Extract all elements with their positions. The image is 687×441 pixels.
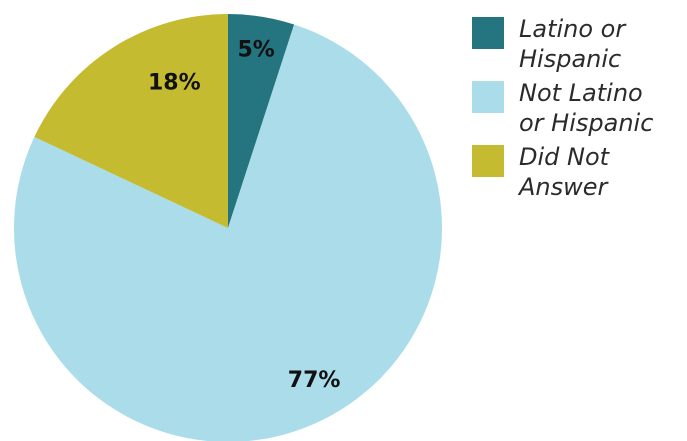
- legend-item-did-not-answer: Did Not Answer: [472, 142, 684, 202]
- legend-swatch-not-latino-or-hispanic: [472, 81, 504, 113]
- pie-label-latino-or-hispanic: 5%: [237, 37, 274, 62]
- legend-item-not-latino-or-hispanic: Not Latino or Hispanic: [472, 78, 684, 138]
- pie-label-not-latino-or-hispanic: 77%: [288, 368, 341, 393]
- legend-label-did-not-answer: Did Not Answer: [519, 143, 610, 201]
- pie-slice-not-latino-or-hispanic: [14, 24, 442, 441]
- pie-labels: 5% 77% 18%: [148, 37, 341, 392]
- legend-swatch-latino-or-hispanic: [472, 17, 504, 49]
- legend-swatch-did-not-answer: [472, 145, 504, 177]
- pie-label-did-not-answer: 18%: [148, 71, 201, 96]
- legend-label-latino-or-hispanic: Latino or Hispanic: [519, 15, 626, 73]
- legend-label-not-latino-or-hispanic: Not Latino or Hispanic: [519, 79, 654, 137]
- pie-slices: [14, 14, 442, 441]
- chart-legend: Latino or Hispanic Not Latino or Hispani…: [472, 14, 684, 206]
- pie-slice-did-not-answer: [34, 14, 229, 228]
- legend-item-latino-or-hispanic: Latino or Hispanic: [472, 14, 684, 74]
- pie-slice-latino-or-hispanic: [228, 14, 295, 228]
